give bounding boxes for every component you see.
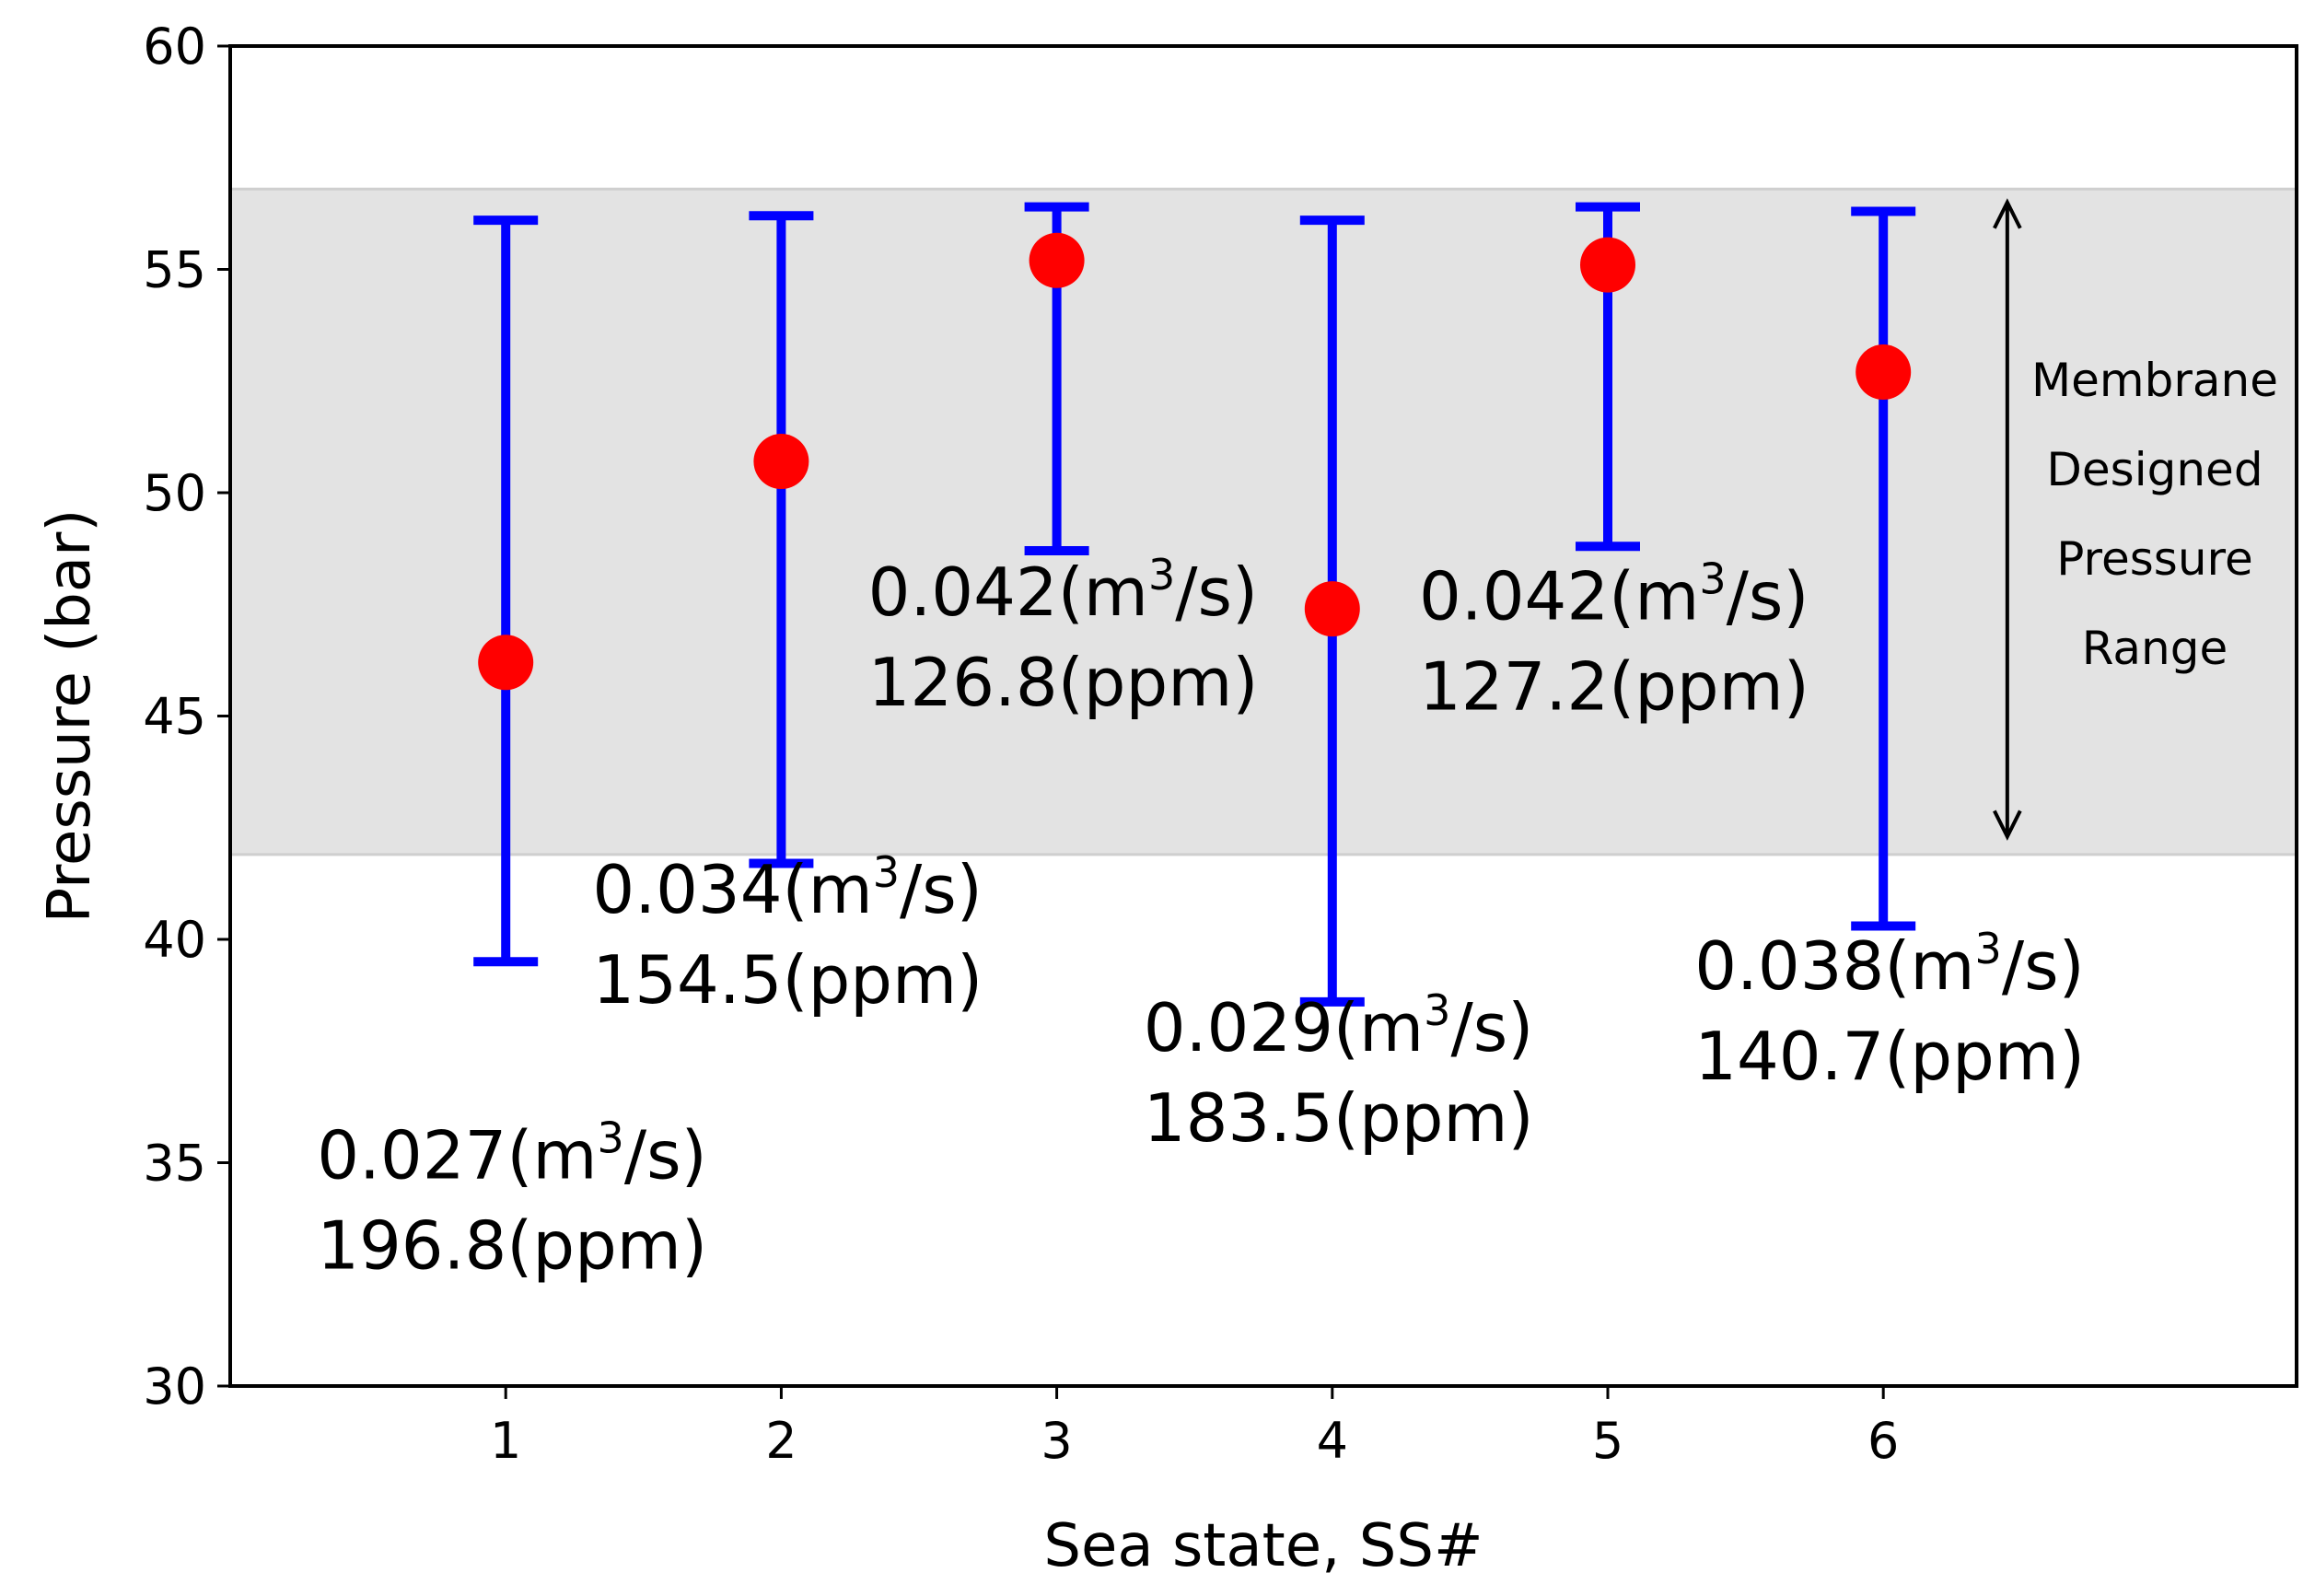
flow-rate-label: 0.029(m3/s) — [1144, 985, 1534, 1066]
flow-rate-unit-exponent: 3 — [1975, 924, 2002, 973]
flow-rate-unit-tail: /s) — [900, 851, 983, 928]
concentration-label: 196.8(ppm) — [317, 1206, 707, 1284]
concentration-label: 127.2(ppm) — [1419, 648, 1809, 726]
data-point — [1855, 344, 1912, 401]
flow-rate-unit: (m — [1333, 989, 1424, 1066]
flow-rate-unit-exponent: 3 — [1424, 985, 1450, 1035]
x-tick-label: 1 — [490, 1412, 521, 1470]
flow-rate-value: 0.029 — [1144, 989, 1333, 1066]
flow-rate-value: 0.034 — [592, 851, 782, 928]
range-arrow-head-up — [1993, 198, 2022, 229]
flow-rate-label: 0.027(m3/s) — [317, 1113, 707, 1194]
flow-rate-unit-tail: /s) — [1175, 553, 1258, 631]
flow-rate-unit: (m — [506, 1116, 597, 1194]
flow-rate-unit-tail: /s) — [1727, 558, 1809, 635]
flow-rate-unit-exponent: 3 — [873, 847, 900, 897]
flow-rate-label: 0.042(m3/s) — [1419, 554, 1809, 635]
flow-rate-unit: (m — [1058, 553, 1148, 631]
data-point — [1580, 237, 1635, 293]
flow-rate-label: 0.034(m3/s) — [592, 847, 983, 928]
flow-rate-unit-tail: /s) — [624, 1116, 707, 1194]
design-pressure-band-layer — [230, 187, 2297, 856]
flow-rate-label: 0.038(m3/s) — [1694, 924, 2085, 1005]
y-tick-label: 60 — [143, 17, 206, 76]
y-tick-label: 30 — [143, 1357, 206, 1415]
y-tick-label: 50 — [143, 464, 206, 522]
flow-rate-unit-exponent: 3 — [1148, 550, 1175, 600]
x-tick-label: 2 — [765, 1412, 797, 1470]
range-label-line: Membrane — [2031, 354, 2278, 407]
y-axis-title: Pressure (bar) — [36, 509, 104, 924]
flow-rate-value: 0.042 — [868, 553, 1058, 631]
range-label-line: Range — [2082, 622, 2228, 675]
flow-rate-unit-exponent: 3 — [598, 1113, 624, 1162]
concentration-label: 140.7(ppm) — [1694, 1018, 2085, 1095]
x-tick-label: 6 — [1867, 1412, 1899, 1470]
y-tick-label: 40 — [143, 911, 206, 969]
flow-rate-value: 0.038 — [1694, 927, 1884, 1005]
annotation-layer: 0.027(m3/s)196.8(ppm)0.034(m3/s)154.5(pp… — [317, 198, 2278, 1284]
range-label-line: Pressure — [2056, 532, 2253, 586]
flow-rate-value: 0.027 — [317, 1116, 506, 1194]
flow-rate-unit: (m — [1609, 558, 1699, 635]
range-arrow-head-down — [1993, 810, 2022, 841]
x-tick-label: 5 — [1592, 1412, 1623, 1470]
concentration-label: 154.5(ppm) — [592, 941, 983, 1019]
x-axis-title: Sea state, SS# — [1043, 1512, 1483, 1580]
flow-rate-unit: (m — [1884, 927, 1974, 1005]
flow-rate-label: 0.042(m3/s) — [868, 550, 1259, 631]
flow-rate-unit-tail: /s) — [2002, 927, 2085, 1005]
flow-rate-unit: (m — [783, 851, 873, 928]
data-point-layer — [478, 232, 1912, 691]
range-label-line: Designed — [2046, 443, 2263, 496]
concentration-label: 183.5(ppm) — [1144, 1079, 1534, 1157]
data-point — [478, 635, 534, 691]
flow-rate-unit-exponent: 3 — [1699, 554, 1726, 604]
flow-rate-value: 0.042 — [1419, 558, 1609, 635]
flow-rate-unit-tail: /s) — [1450, 989, 1533, 1066]
y-tick-label: 55 — [143, 241, 206, 299]
x-tick-label: 4 — [1317, 1412, 1348, 1470]
x-tick-label: 3 — [1041, 1412, 1072, 1470]
design-pressure-band — [230, 189, 2297, 855]
data-point — [1029, 232, 1085, 288]
y-tick-label: 35 — [143, 1135, 206, 1193]
data-point — [1304, 581, 1360, 637]
data-point — [753, 434, 809, 490]
plot-frame — [228, 44, 2298, 1388]
concentration-label: 126.8(ppm) — [868, 644, 1259, 721]
y-tick-label: 45 — [143, 688, 206, 746]
